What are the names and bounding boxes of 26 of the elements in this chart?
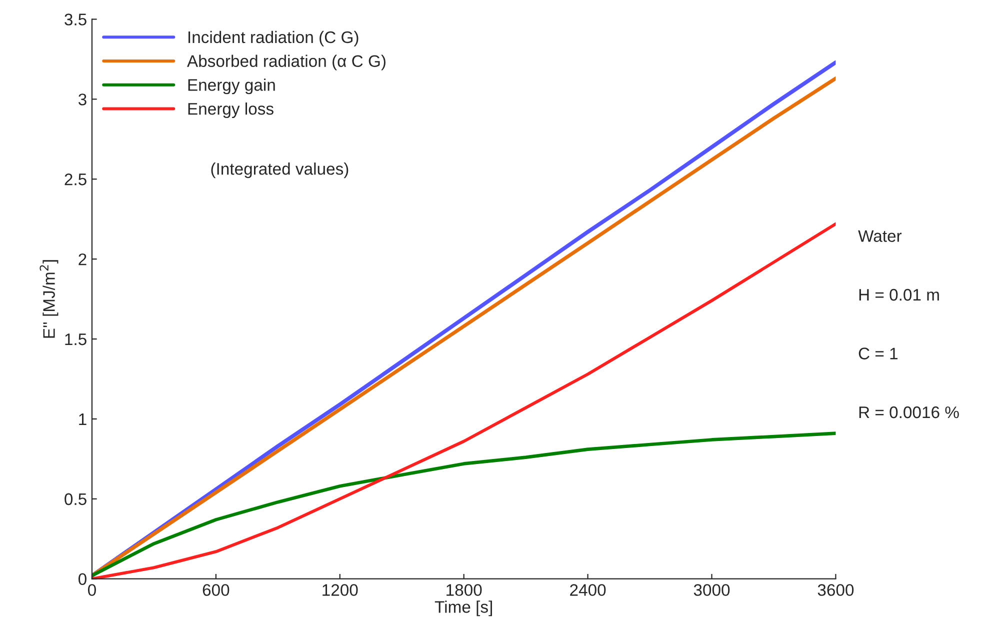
text: H = 0.01 m (859, 288, 939, 301)
x-tick-label: 1800 (446, 584, 482, 596)
y-axis-title: E'' [MJ/m$^{2}$] (40, 260, 58, 338)
legend-label: Incident radiation (C G) (188, 30, 358, 46)
legend-label: Energy gain (188, 78, 275, 94)
x-tick-label: 3600 (818, 584, 854, 596)
x-tick-label: 600 (202, 584, 230, 596)
y-tick-label: 2.5 (64, 174, 86, 186)
y-tick-label: 2 (78, 253, 86, 266)
legend-label: Absorbed radiation (α C G) (187, 54, 386, 70)
x-tick-label: 3000 (694, 584, 730, 596)
legend-label: Energy loss (188, 102, 274, 118)
annotation: (Integrated values) (211, 162, 348, 178)
text: C = 1 (858, 348, 898, 360)
y-tick-label: 3.5 (64, 14, 86, 26)
y-tick-label: 1.5 (65, 334, 86, 346)
x-axis-title: Time [s] (434, 600, 492, 616)
text: Water (858, 230, 902, 242)
y-tick-label: 3 (78, 94, 86, 106)
x-tick-label: 0 (88, 584, 96, 596)
x-tick-label: 2400 (570, 584, 606, 596)
y-tick-label: 1 (79, 414, 86, 425)
x-tick-label: 1200 (322, 584, 358, 596)
y-tick-label: 0 (78, 573, 86, 586)
text: R = 0.0016 % (859, 406, 959, 418)
y-tick-label: 0.5 (64, 493, 86, 506)
